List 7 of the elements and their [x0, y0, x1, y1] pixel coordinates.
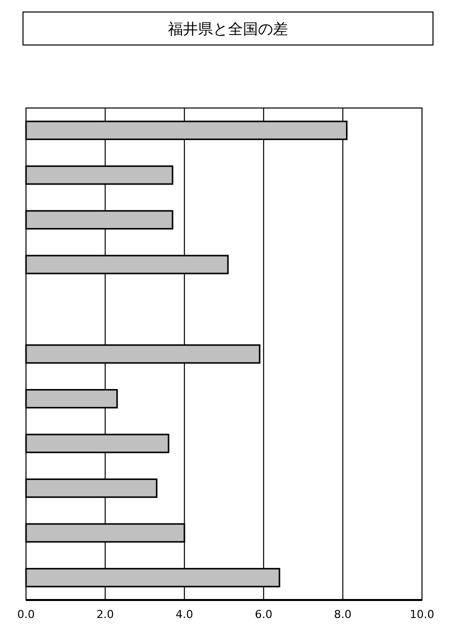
chart-title: 福井県と全国の差	[168, 20, 288, 38]
x-tick-label: 0.0	[17, 608, 35, 621]
x-tick-label: 4.0	[176, 608, 194, 621]
x-tick-label: 10.0	[410, 608, 434, 621]
x-tick-label: 2.0	[96, 608, 114, 621]
x-tick-label: 6.0	[254, 608, 272, 621]
x-tick-label: 8.0	[334, 608, 352, 621]
